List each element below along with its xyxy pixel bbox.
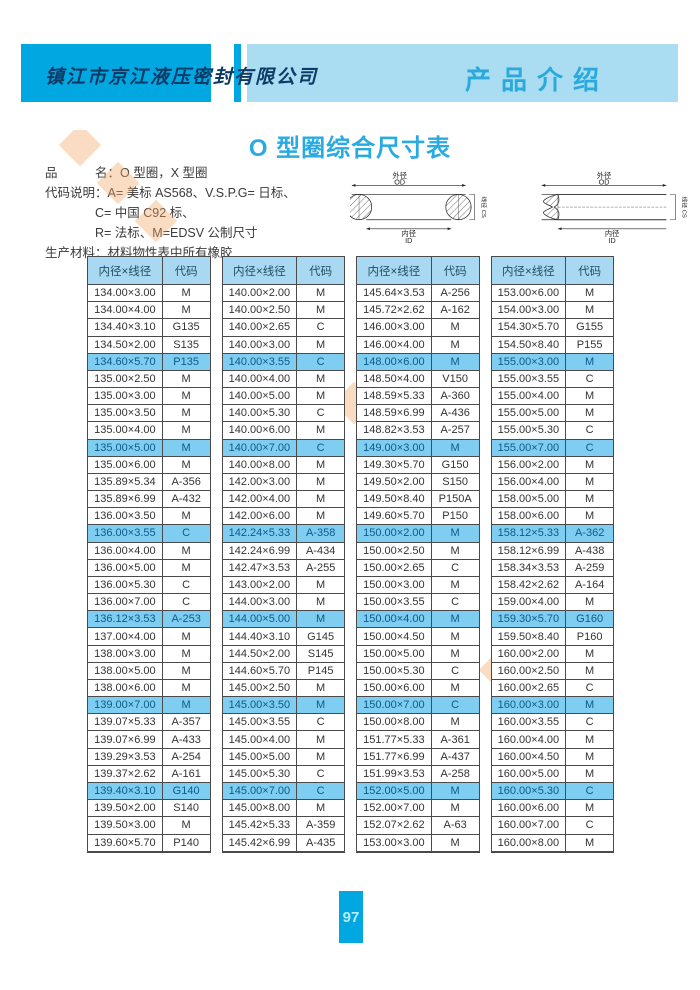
svg-text:OD: OD: [599, 177, 610, 186]
svg-text:ID: ID: [609, 236, 616, 245]
svg-text:线径 CS: 线径 CS: [480, 196, 488, 218]
svg-text:线径 CS: 线径 CS: [681, 196, 689, 218]
svg-text:OD: OD: [394, 177, 405, 186]
svg-text:ID: ID: [405, 236, 412, 245]
